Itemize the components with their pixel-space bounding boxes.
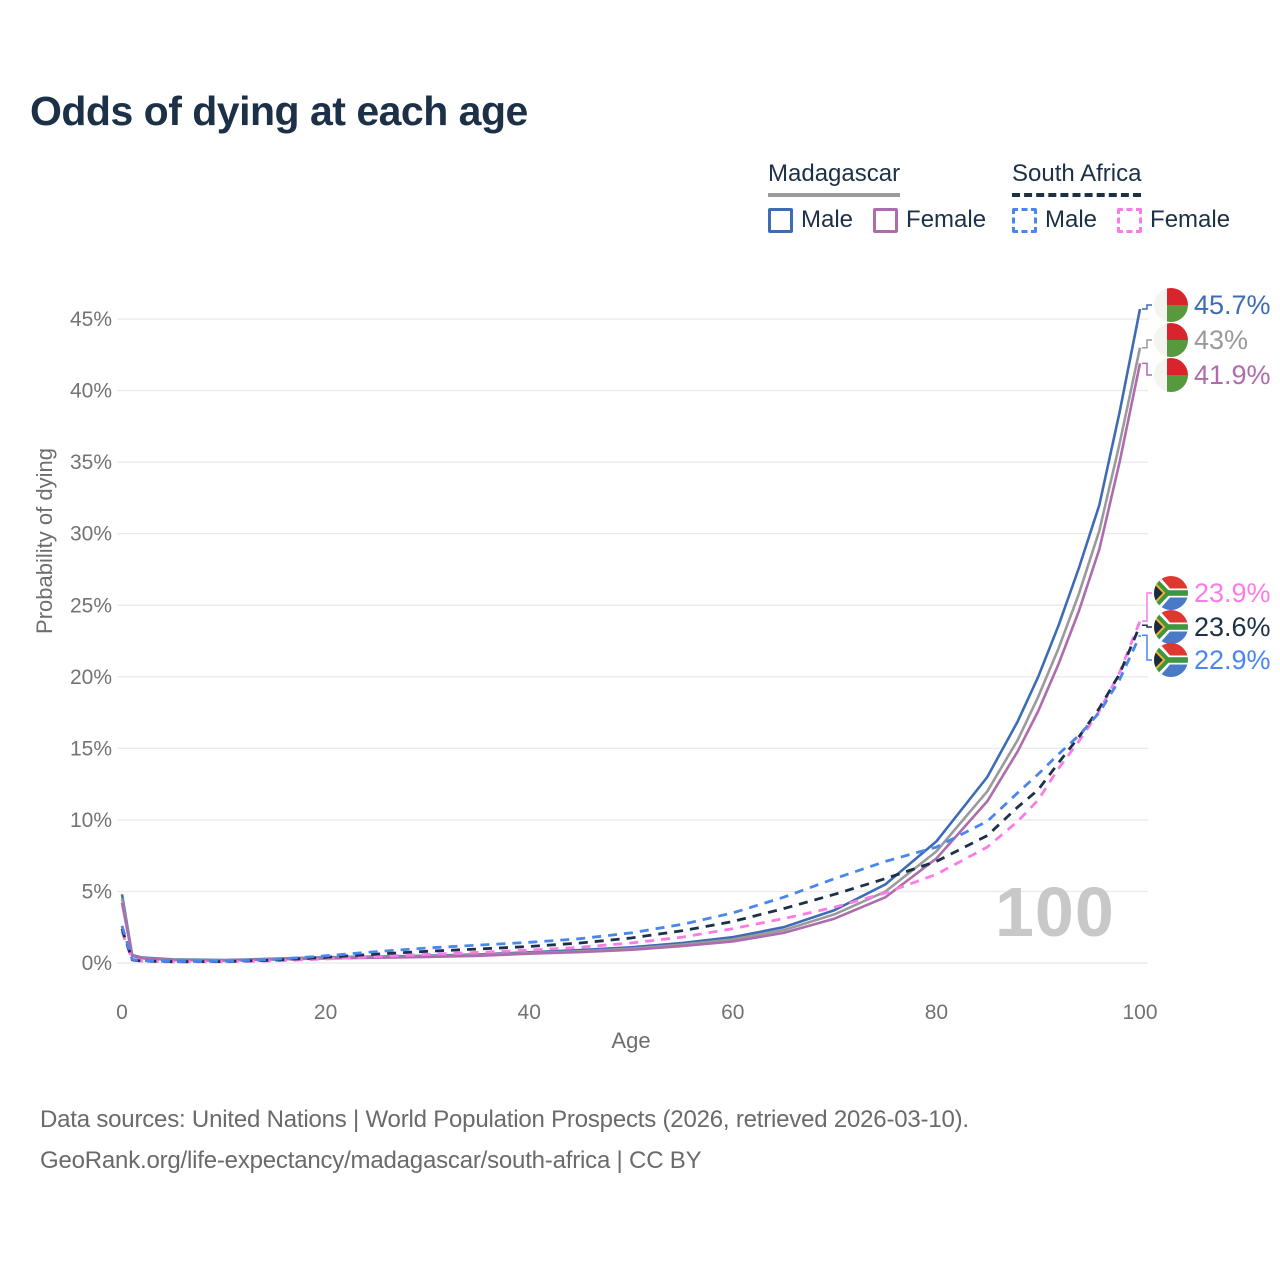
south-africa-flag-icon — [1154, 610, 1188, 644]
x-tick-label: 100 — [1122, 1001, 1157, 1024]
flag-band-red — [1167, 358, 1188, 375]
y-tick-label: 40% — [70, 380, 112, 403]
legend-group-label-madagascar: Madagascar — [768, 160, 901, 197]
flag-y-arms — [1154, 611, 1172, 643]
legend-item-label: Female — [906, 206, 987, 233]
legend-item-label: Male — [801, 206, 854, 233]
legend-group-label-south-africa: South Africa — [1012, 160, 1142, 197]
flag-band-red — [1167, 323, 1188, 340]
legend-item-label: Male — [1045, 206, 1098, 233]
x-tick-label: 40 — [518, 1001, 541, 1024]
label-connector-madagascar-male — [1142, 304, 1152, 310]
legend-item-south-africa-male[interactable]: Male — [1012, 206, 1097, 234]
x-tick-label: 20 — [314, 1001, 337, 1024]
series-line-madagascar-female — [120, 363, 1142, 962]
series-line-madagascar-both — [120, 347, 1142, 962]
legend-group-south-africa: South Africa Male Female — [1012, 160, 1230, 234]
y-tick-label: 35% — [70, 451, 112, 474]
south-africa-flag-icon — [1154, 576, 1188, 610]
label-connector-south-africa-male — [1142, 634, 1152, 661]
legend-item-madagascar-male[interactable]: Male — [768, 206, 853, 234]
end-value-label-south-africa-both: 23.6% — [1194, 612, 1271, 642]
footer-data-sources: Data sources: United Nations | World Pop… — [40, 1106, 969, 1133]
label-connector-madagascar-both — [1142, 339, 1152, 349]
end-value-label-south-africa-female: 23.9% — [1194, 578, 1271, 608]
madagascar-flag-icon — [1154, 358, 1188, 392]
south-africa-flag-icon — [1154, 643, 1188, 677]
y-tick-label: 20% — [70, 666, 112, 689]
y-tick-label: 5% — [82, 880, 112, 903]
flag-y-arms — [1154, 644, 1172, 676]
y-tick-label: 25% — [70, 594, 112, 617]
y-tick-label: 15% — [70, 737, 112, 760]
flag-band-red — [1167, 288, 1188, 305]
y-tick-label: 45% — [70, 308, 112, 331]
legend-row-madagascar: Male Female — [768, 206, 986, 234]
legend-swatch-madagascar-male — [768, 207, 793, 233]
flag-black-triangle — [1154, 584, 1163, 602]
x-tick-label: 60 — [721, 1001, 744, 1024]
legend-swatch-south-africa-female — [1117, 207, 1143, 233]
x-tick-label: 0 — [116, 1001, 128, 1024]
series-line-madagascar-male — [120, 308, 1142, 962]
y-tick-label: 0% — [82, 952, 112, 975]
legend-item-label: Female — [1150, 206, 1231, 233]
end-value-label-south-africa-male: 22.9% — [1194, 645, 1271, 675]
footer-attribution: GeoRank.org/life-expectancy/madagascar/s… — [40, 1147, 702, 1174]
y-tick-label: 30% — [70, 523, 112, 546]
end-value-label-madagascar-both: 43% — [1194, 325, 1248, 355]
legend-row-south-africa: Male Female — [1012, 206, 1230, 234]
x-axis-title: Age — [611, 1028, 651, 1053]
flag-band-green — [1167, 375, 1188, 392]
series-line-south-africa-both — [120, 624, 1142, 964]
madagascar-flag-icon — [1154, 288, 1188, 322]
y-axis-title: Probability of dying — [32, 448, 57, 634]
legend-item-madagascar-female[interactable]: Female — [873, 206, 986, 234]
y-tick-label: 10% — [70, 809, 112, 832]
series-line-south-africa-male — [120, 634, 1142, 963]
madagascar-flag-icon — [1154, 323, 1188, 357]
label-connector-madagascar-female — [1142, 362, 1152, 376]
label-connector-south-africa-female — [1142, 592, 1152, 622]
flag-black-triangle — [1154, 651, 1163, 669]
page-title: Odds of dying at each age — [30, 88, 528, 134]
flag-y-arms — [1154, 577, 1172, 609]
legend-swatch-south-africa-male — [1012, 207, 1037, 233]
legend-swatch-madagascar-female — [873, 207, 899, 233]
x-tick-label: 80 — [925, 1001, 948, 1024]
end-value-label-madagascar-male: 45.7% — [1194, 290, 1271, 320]
legend-item-south-africa-female[interactable]: Female — [1117, 206, 1230, 234]
legend-group-madagascar: Madagascar Male Female — [768, 160, 986, 234]
flag-band-green — [1167, 340, 1188, 357]
series-line-south-africa-female — [120, 620, 1142, 964]
end-value-label-madagascar-female: 41.9% — [1194, 360, 1271, 390]
label-connector-south-africa-both — [1142, 624, 1152, 628]
age-watermark: 100 — [995, 873, 1115, 951]
flag-black-triangle — [1154, 618, 1163, 636]
flag-band-green — [1167, 305, 1188, 322]
